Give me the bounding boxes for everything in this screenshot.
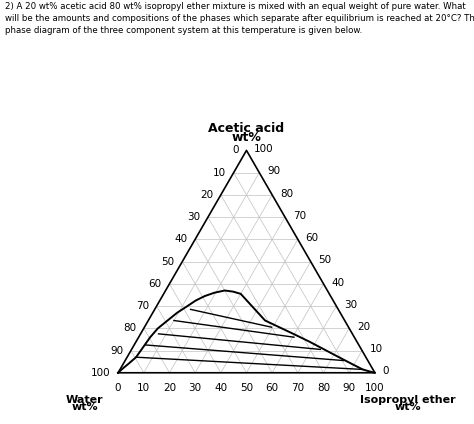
Text: Isopropyl ether: Isopropyl ether — [360, 395, 456, 404]
Text: 10: 10 — [213, 167, 226, 178]
Text: 30: 30 — [187, 212, 200, 222]
Text: 90: 90 — [267, 166, 280, 176]
Text: 60: 60 — [149, 279, 162, 289]
Text: 60: 60 — [265, 383, 279, 393]
Text: Acetic acid: Acetic acid — [209, 122, 284, 135]
Text: 20: 20 — [163, 383, 176, 393]
Text: 0: 0 — [383, 366, 389, 377]
Text: 100: 100 — [91, 368, 110, 378]
Text: 70: 70 — [136, 301, 149, 311]
Text: 100: 100 — [254, 144, 274, 154]
Text: 70: 70 — [291, 383, 304, 393]
Text: 40: 40 — [174, 234, 187, 244]
Text: 80: 80 — [123, 324, 136, 333]
Text: wt%: wt% — [231, 131, 262, 144]
Text: wt%: wt% — [395, 402, 421, 412]
Text: 2) A 20 wt% acetic acid 80 wt% isopropyl ether mixture is mixed with an equal we: 2) A 20 wt% acetic acid 80 wt% isopropyl… — [5, 2, 474, 35]
Text: 40: 40 — [214, 383, 228, 393]
Text: 80: 80 — [280, 189, 293, 198]
Text: 70: 70 — [292, 211, 306, 221]
Text: 90: 90 — [110, 346, 123, 356]
Text: 40: 40 — [331, 278, 344, 287]
Text: 80: 80 — [317, 383, 330, 393]
Text: 100: 100 — [365, 383, 385, 393]
Text: wt%: wt% — [72, 402, 98, 412]
Text: 10: 10 — [370, 344, 383, 354]
Text: 20: 20 — [200, 190, 213, 200]
Text: 60: 60 — [306, 233, 319, 243]
Text: 50: 50 — [319, 255, 331, 265]
Text: 50: 50 — [240, 383, 253, 393]
Text: 30: 30 — [344, 300, 357, 310]
Text: 0: 0 — [232, 145, 239, 156]
Text: 10: 10 — [137, 383, 150, 393]
Text: 50: 50 — [162, 257, 174, 267]
Text: 20: 20 — [357, 322, 370, 332]
Text: 90: 90 — [343, 383, 356, 393]
Text: Water: Water — [66, 395, 103, 404]
Text: 30: 30 — [189, 383, 202, 393]
Text: 0: 0 — [115, 383, 121, 393]
